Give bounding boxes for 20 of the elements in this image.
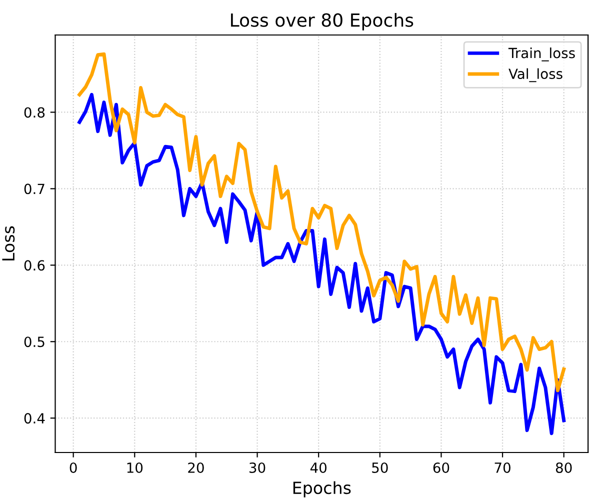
x-axis-title: Epochs xyxy=(293,481,351,498)
legend-label: Train_loss xyxy=(508,48,575,62)
legend-label: Val_loss xyxy=(508,68,562,82)
x-tick-label: 50 xyxy=(372,462,388,473)
x-tick-label: 60 xyxy=(433,462,450,473)
y-tick-label: 0.8 xyxy=(24,107,45,118)
x-tick-label: 30 xyxy=(249,462,266,473)
line-series xyxy=(78,92,566,436)
y-tick-label: 0.7 xyxy=(24,184,44,194)
x-tick-label: 70 xyxy=(494,462,510,473)
x-tick-label: 40 xyxy=(310,462,326,473)
x-tick-label: 80 xyxy=(556,462,572,473)
chart-title: Loss over 80 Epochs xyxy=(231,12,414,30)
x-tick-label: 10 xyxy=(127,462,143,473)
y-tick-label: 0.4 xyxy=(24,413,45,424)
x-tick-label: 20 xyxy=(188,462,204,473)
x-tick-label: 0 xyxy=(70,462,77,473)
y-tick-label: 0.5 xyxy=(24,336,44,348)
y-axis-title: Loss xyxy=(2,226,15,260)
y-tick-label: 0.6 xyxy=(24,260,45,271)
